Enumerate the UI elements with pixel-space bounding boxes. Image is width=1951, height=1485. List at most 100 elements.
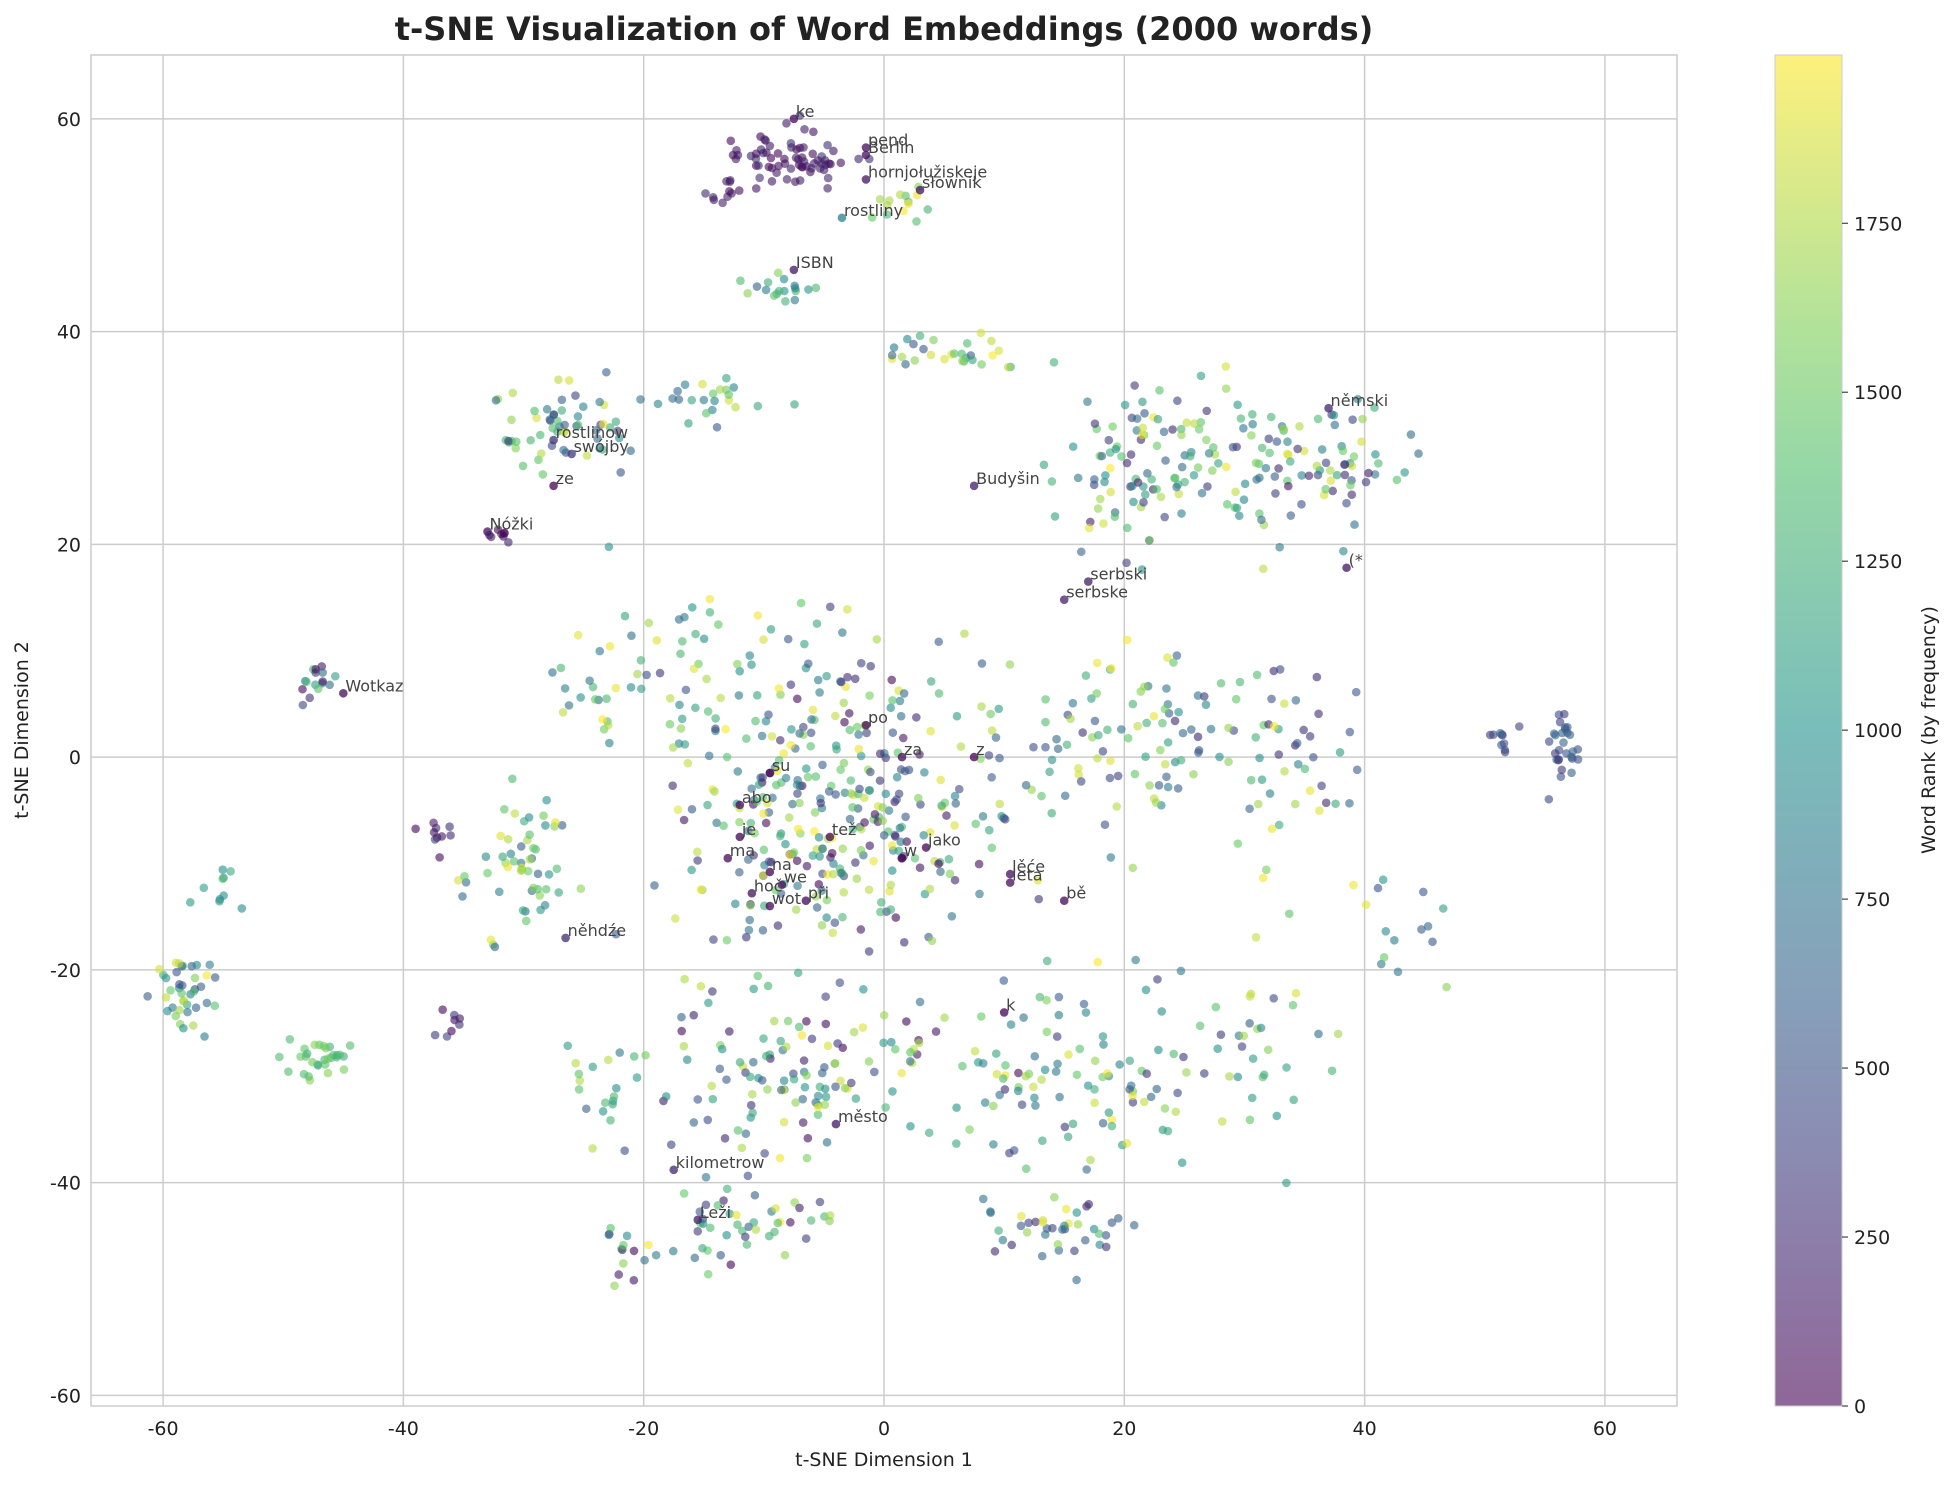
data-point: [690, 1253, 700, 1263]
data-point: [1163, 653, 1172, 662]
data-point: [814, 879, 824, 889]
data-point: [1299, 446, 1309, 456]
data-point: [1107, 1115, 1116, 1124]
data-point: [790, 283, 800, 293]
data-point: [429, 828, 439, 837]
data-point: [185, 898, 195, 907]
data-point: [1060, 1221, 1069, 1231]
data-point: [1084, 523, 1094, 533]
data-point: [799, 157, 809, 166]
data-point: [813, 1103, 823, 1112]
data-point: [1145, 535, 1154, 545]
data-point: [1098, 1118, 1108, 1128]
data-point: [1099, 1040, 1108, 1049]
data-point: [839, 698, 849, 708]
labeled-point: [735, 800, 745, 810]
data-point: [616, 468, 625, 477]
data-point: [1197, 488, 1207, 498]
data-point: [851, 858, 860, 867]
data-point: [673, 805, 683, 814]
data-point: [1256, 1023, 1266, 1033]
colorbar-ticks: 0 250 500 750 1000 1250 1500 1750: [1842, 213, 1902, 1418]
labeled-point: [897, 752, 907, 762]
data-point: [1068, 442, 1078, 451]
data-point: [1186, 725, 1196, 734]
data-point: [1203, 482, 1212, 491]
data-point: [611, 683, 621, 693]
data-point: [896, 765, 906, 774]
data-point: [680, 974, 689, 984]
data-point: [746, 818, 756, 828]
data-point: [763, 981, 773, 991]
data-point: [991, 1049, 1001, 1058]
data-point: [1054, 992, 1064, 1002]
data-point: [1090, 1085, 1099, 1094]
x-axis-label: t-SNE Dimension 1: [795, 1449, 973, 1471]
data-point: [1031, 1217, 1040, 1227]
data-point: [1072, 1208, 1082, 1217]
data-point: [854, 154, 863, 164]
data-point: [681, 685, 691, 695]
data-point: [998, 1074, 1008, 1083]
data-point: [1094, 1229, 1104, 1239]
data-point: [1180, 477, 1189, 487]
data-point: [760, 1149, 769, 1158]
data-point: [891, 832, 900, 841]
word-label: Berlin: [868, 138, 914, 157]
data-point: [1129, 1220, 1139, 1230]
data-point: [1128, 699, 1138, 709]
data-point: [923, 205, 933, 214]
data-point: [786, 139, 796, 148]
data-point: [494, 887, 504, 897]
data-point: [691, 703, 700, 713]
data-point: [1128, 1098, 1138, 1107]
data-point: [716, 693, 726, 703]
data-point: [218, 874, 228, 884]
data-point: [732, 1210, 741, 1220]
data-point: [1379, 952, 1389, 962]
data-point: [940, 354, 949, 364]
data-point: [460, 871, 469, 881]
data-point: [710, 396, 719, 406]
data-point: [604, 542, 614, 552]
data-point: [711, 724, 720, 734]
data-point: [710, 787, 719, 796]
data-point: [1083, 1081, 1093, 1090]
data-point: [913, 793, 923, 803]
data-point: [812, 619, 822, 628]
data-point: [865, 786, 875, 795]
data-point: [745, 1072, 755, 1082]
data-point: [799, 722, 808, 732]
data-point: [761, 818, 771, 828]
data-point: [879, 1038, 888, 1048]
data-point: [677, 1026, 686, 1036]
data-point: [796, 598, 806, 608]
data-point: [798, 1094, 808, 1104]
data-point: [687, 865, 696, 875]
data-point: [578, 402, 588, 411]
data-point: [833, 1039, 842, 1048]
data-point: [1347, 461, 1357, 471]
data-point: [435, 853, 444, 862]
data-point: [840, 717, 849, 727]
data-point: [1093, 504, 1103, 513]
data-point: [763, 278, 773, 287]
data-point: [887, 675, 897, 685]
data-point: [808, 149, 818, 159]
data-point: [540, 900, 550, 910]
data-point: [313, 684, 323, 694]
data-point: [1123, 733, 1133, 743]
data-point: [498, 852, 507, 861]
data-point: [183, 1007, 192, 1017]
data-point: [1040, 1065, 1050, 1075]
data-point: [1428, 937, 1437, 947]
data-point: [744, 925, 754, 935]
data-point: [610, 1281, 619, 1291]
data-point: [1282, 449, 1292, 459]
data-point: [1339, 546, 1348, 556]
data-point: [902, 1017, 911, 1026]
data-point: [1042, 956, 1052, 966]
data-point: [1255, 473, 1264, 483]
data-point: [887, 866, 897, 875]
data-point: [774, 286, 784, 296]
